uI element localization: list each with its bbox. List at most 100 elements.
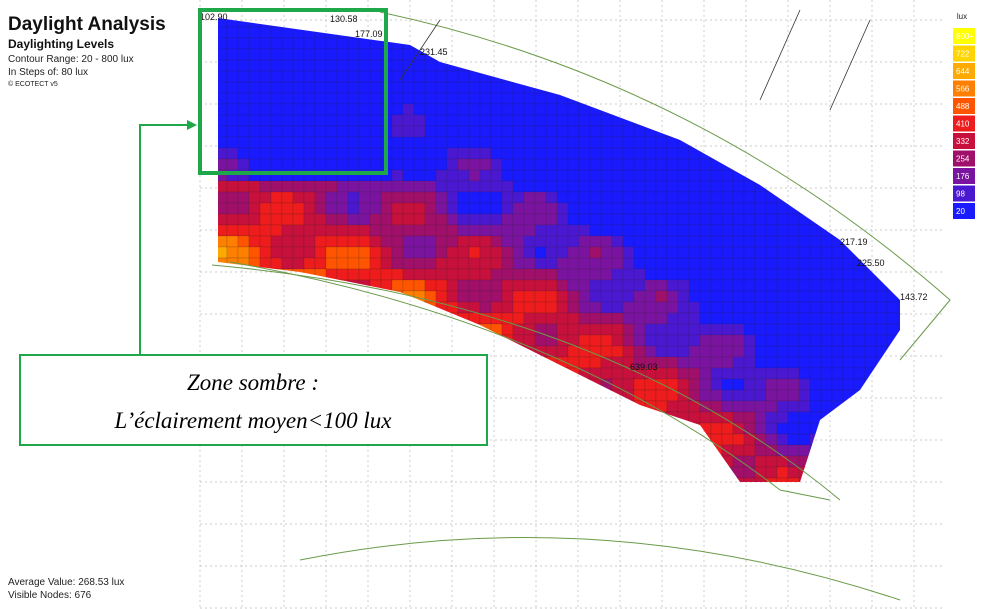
contour-cell	[710, 389, 723, 402]
contour-cell	[787, 411, 800, 424]
contour-cell	[600, 103, 613, 116]
contour-cell	[545, 477, 558, 482]
contour-cell	[677, 37, 690, 50]
contour-cell	[501, 422, 514, 435]
contour-cell	[765, 103, 778, 116]
contour-cell	[567, 389, 580, 402]
contour-cell	[457, 334, 470, 347]
contour-cell	[369, 235, 382, 248]
contour-cell	[391, 125, 404, 138]
contour-cell	[710, 301, 723, 314]
contour-cell	[875, 422, 888, 435]
contour-cell	[336, 191, 349, 204]
contour-cell	[556, 213, 569, 226]
contour-cell	[391, 191, 404, 204]
contour-cell	[798, 70, 811, 83]
contour-cell	[237, 136, 250, 149]
contour-cell	[457, 103, 470, 116]
contour-cell	[435, 290, 448, 303]
contour-cell	[325, 235, 338, 248]
contour-cell	[853, 92, 866, 105]
contour-cell	[864, 147, 877, 160]
contour-cell	[479, 301, 492, 314]
contour-cell	[380, 202, 393, 215]
contour-cell	[688, 37, 701, 50]
contour-cell	[787, 136, 800, 149]
contour-cell	[765, 158, 778, 171]
contour-cell	[501, 433, 514, 446]
contour-cell	[512, 455, 525, 468]
contour-cell	[886, 191, 899, 204]
contour-cell	[446, 279, 459, 292]
contour-cell	[809, 180, 822, 193]
contour-cell	[611, 312, 624, 325]
contour-cell	[259, 279, 272, 292]
contour-cell	[402, 466, 415, 479]
contour-cell	[556, 169, 569, 182]
contour-cell	[897, 114, 900, 127]
contour-cell	[270, 444, 283, 457]
contour-cell	[347, 37, 360, 50]
contour-cell	[886, 169, 899, 182]
legend-unit: lux	[957, 12, 967, 21]
contour-cell	[820, 290, 833, 303]
contour-cell	[325, 246, 338, 259]
contour-cell	[677, 422, 690, 435]
contour-cell	[457, 213, 470, 226]
contour-cell	[589, 114, 602, 127]
contour-cell	[655, 389, 668, 402]
contour-cell	[446, 466, 459, 479]
contour-cell	[831, 378, 844, 391]
contour-cell	[677, 48, 690, 61]
contour-cell	[259, 48, 272, 61]
contour-cell	[218, 334, 228, 347]
node-label: 177.09	[355, 29, 383, 39]
contour-cell	[666, 37, 679, 50]
contour-cell	[325, 70, 338, 83]
contour-cell	[556, 224, 569, 237]
contour-cell	[611, 48, 624, 61]
contour-cell	[402, 235, 415, 248]
legend-swatch	[953, 98, 975, 114]
contour-cell	[314, 224, 327, 237]
contour-cell	[490, 279, 503, 292]
contour-cell	[281, 147, 294, 160]
contour-cell	[325, 114, 338, 127]
contour-cell	[402, 191, 415, 204]
contour-cell	[644, 147, 657, 160]
contour-cell	[831, 246, 844, 259]
contour-cell	[754, 191, 767, 204]
contour-cell	[842, 422, 855, 435]
contour-cell	[853, 400, 866, 413]
contour-cell	[853, 81, 866, 94]
contour-cell	[886, 433, 899, 446]
contour-cell	[644, 224, 657, 237]
contour-cell	[534, 18, 547, 28]
contour-cell	[666, 279, 679, 292]
contour-cell	[721, 18, 734, 28]
contour-cell	[237, 444, 250, 457]
contour-cell	[314, 125, 327, 138]
contour-cell	[402, 180, 415, 193]
legend-swatch	[953, 80, 975, 97]
contour-cell	[446, 125, 459, 138]
contour-cell	[402, 26, 415, 39]
contour-cell	[468, 257, 481, 270]
contour-cell	[611, 18, 624, 28]
contour-cell	[853, 312, 866, 325]
contour-cell	[600, 268, 613, 281]
contour-cell	[743, 477, 756, 482]
contour-cell	[611, 213, 624, 226]
contour-cell	[259, 213, 272, 226]
contour-cell	[446, 37, 459, 50]
contour-cell	[424, 246, 437, 259]
contour-cell	[787, 158, 800, 171]
contour-cell	[248, 213, 261, 226]
contour-cell	[688, 213, 701, 226]
contour-cell	[314, 477, 327, 482]
contour-cell	[578, 411, 591, 424]
contour-cell	[743, 224, 756, 237]
contour-cell	[567, 70, 580, 83]
contour-cell	[512, 345, 525, 358]
contour-cell	[523, 37, 536, 50]
